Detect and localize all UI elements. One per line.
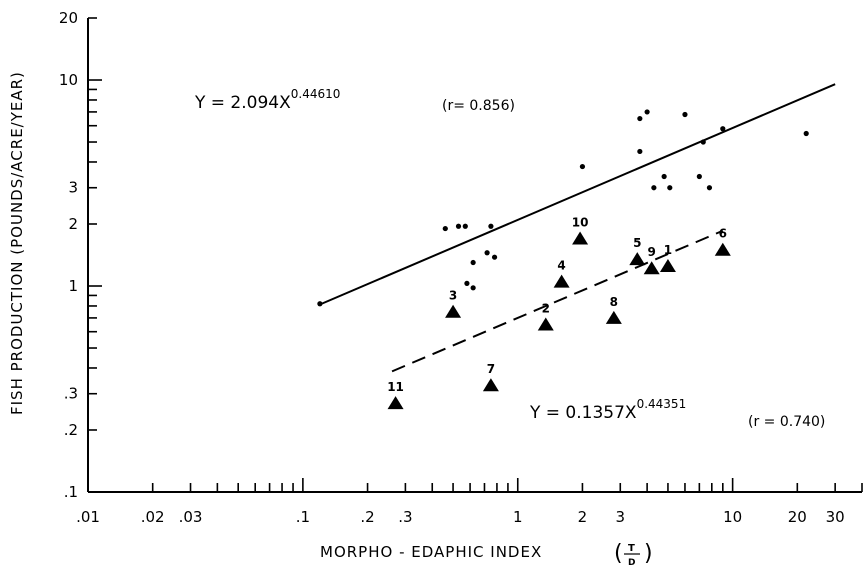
- point-labels: 1 2 3 4 5 6 7 8 9 10 11: [387, 216, 727, 395]
- scatter-point: [700, 139, 706, 145]
- scatter-point: [491, 254, 498, 260]
- y-tick-label: 20: [59, 9, 78, 27]
- triangle-point: [605, 310, 622, 324]
- scatter-point: [442, 225, 448, 232]
- x-tick-label: .03: [179, 508, 203, 526]
- x-tick-label: 30: [826, 508, 845, 526]
- triangle-point: [553, 274, 570, 288]
- equation-lower: Y = 0.1357X0.44351: [529, 397, 686, 423]
- fraction-paren-left: (: [614, 541, 623, 566]
- x-tick-label: .2: [360, 508, 374, 526]
- scatter-point: [470, 259, 476, 266]
- scatter-point: [661, 173, 667, 180]
- triangle-point: [629, 252, 646, 266]
- scatter-point: [651, 185, 657, 191]
- x-axis-title: MORPHO - EDAPHIC INDEX: [320, 543, 542, 561]
- triangle-point: [572, 231, 589, 245]
- x-tick-label: 10: [723, 508, 742, 526]
- triangle-point-label: 1: [664, 243, 672, 257]
- x-tick-label: .02: [141, 508, 165, 526]
- scatter-point: [470, 285, 476, 291]
- scatter-point: [579, 163, 586, 170]
- scatter-point: [803, 130, 809, 137]
- x-tick-label: .1: [296, 508, 310, 526]
- scatter-point: [696, 173, 702, 180]
- scatter-point: [637, 115, 643, 122]
- triangle-point: [643, 261, 660, 275]
- regression-line-solid: [319, 83, 836, 306]
- y-tick-label: 10: [59, 71, 78, 89]
- scatter-point: [644, 109, 650, 115]
- triangle-point-label: 7: [487, 362, 495, 376]
- triangle-point-label: 6: [719, 227, 727, 241]
- triangle-point: [445, 304, 462, 318]
- y-tick-label: .1: [64, 483, 78, 501]
- scatter-point: [462, 223, 468, 229]
- y-tick-label: 2: [68, 215, 78, 233]
- triangle-point: [714, 242, 731, 256]
- triangle-point-label: 3: [449, 289, 457, 303]
- x-tick-label: .3: [398, 508, 412, 526]
- triangle-point-label: 2: [542, 302, 550, 316]
- r-value-lower: (r = 0.740): [748, 414, 825, 430]
- scatter-point: [637, 148, 643, 155]
- fit-lines: [319, 83, 836, 373]
- scatter-point: [484, 250, 490, 256]
- triangle-point-label: 4: [557, 259, 565, 273]
- y-tick-label: .3: [64, 385, 78, 403]
- scatter-point: [667, 185, 673, 191]
- x-tick-label: 20: [788, 508, 807, 526]
- x-tick-label: 1: [513, 508, 523, 526]
- triangle-point-label: 5: [633, 236, 641, 250]
- triangle-point: [659, 259, 676, 273]
- triangle-point-label: 11: [387, 380, 404, 394]
- equation-upper: Y = 2.094X0.44610: [194, 87, 340, 113]
- scatter-point: [488, 223, 494, 229]
- x-axis-fraction: ( T D ): [614, 541, 653, 568]
- scatter-point: [682, 111, 688, 118]
- r-value-upper: (r= 0.856): [442, 98, 515, 114]
- y-tick-label: 3: [68, 179, 78, 197]
- triangle-point: [537, 317, 554, 331]
- y-tick-label: 1: [68, 277, 78, 295]
- triangle-point-label: 10: [572, 216, 589, 230]
- scatter-point: [706, 185, 713, 191]
- triangle-point-label: 8: [610, 295, 618, 309]
- triangle-point: [482, 378, 499, 392]
- regression-line-dashed: [391, 229, 724, 373]
- fraction-numerator: T: [628, 543, 635, 554]
- fraction-paren-right: ): [644, 541, 653, 566]
- data-points: [317, 109, 809, 410]
- axes: .01 .02 .03 .1 .2 .3 1 2 3 10 20 30 .1 .2 .3 1 2 3 10 20: [59, 9, 863, 526]
- fraction-denominator: D: [628, 558, 635, 568]
- x-tick-label: 3: [616, 508, 626, 526]
- scatter-point: [464, 280, 470, 286]
- scatter-point: [720, 126, 726, 132]
- scatter-point: [455, 223, 462, 229]
- triangle-point: [387, 396, 404, 410]
- x-tick-label: 2: [578, 508, 588, 526]
- y-axis-title: FISH PRODUCTION (POUNDS/ACRE/YEAR): [8, 71, 26, 415]
- y-tick-label: .2: [64, 421, 78, 439]
- triangle-point-label: 9: [647, 245, 655, 259]
- x-tick-label: .01: [76, 508, 100, 526]
- scatter-point: [317, 301, 323, 307]
